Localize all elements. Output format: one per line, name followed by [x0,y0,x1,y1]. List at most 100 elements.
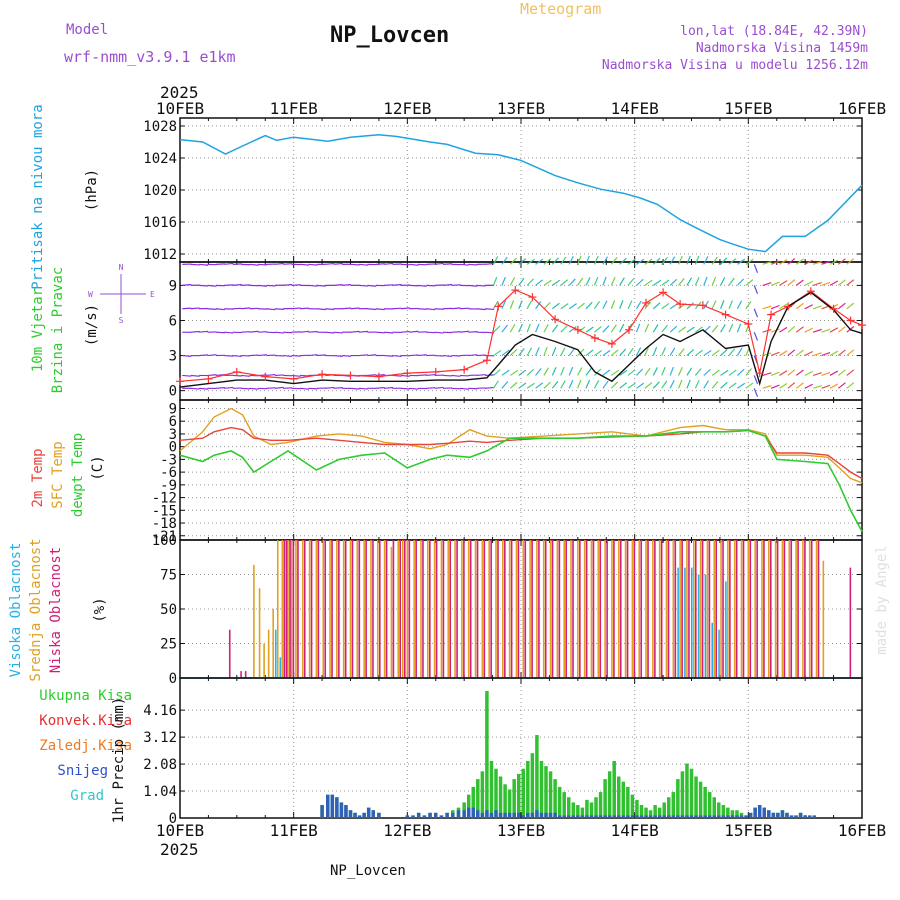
wind-arrow [619,382,628,389]
precip-snow-bar [685,815,689,818]
precip-frz-label: Zaledj.Kisa [39,738,132,754]
wind-arrow [846,369,855,376]
y-tick-label: -3 [160,452,177,468]
precip-total-bar [530,753,535,818]
wind-gust-marker [482,356,491,365]
wind-arrow [636,278,644,286]
wind-gust-marker [858,321,866,330]
wind-arrow [610,349,619,357]
wind-arrow [762,328,772,333]
wind-arrow [753,331,759,341]
wind-arrow [190,307,200,310]
wind-arrow [283,263,293,265]
time-tick-bottom: 10FEB [156,821,204,840]
wind-arrow [787,325,796,333]
wind-arrow [257,263,267,266]
wind-arrow [358,284,368,287]
wind-arrow [568,326,577,333]
wind-arrow [736,347,743,356]
precip-total-bar [485,690,489,818]
wind-arrow [779,259,788,265]
wind-arrow [627,258,636,265]
wind-arrow [821,281,831,286]
wind-arrow [787,258,796,265]
wind-arrow [459,307,469,310]
wind-arrow [308,330,318,333]
wind-arrow [669,347,676,356]
wind-arrow [686,277,693,286]
wind-arrow [652,257,661,265]
wind-arrow [779,383,788,389]
wind-gust-marker [573,325,582,334]
precip-snow-bar [735,815,739,818]
precip-total-bar [544,766,548,818]
wind-arrow [543,279,552,286]
wind-arrow [518,382,527,389]
wind-arrow [661,366,666,376]
precip-total-bar [594,797,598,818]
wind-arrow [711,369,720,376]
y-tick-label: 6 [169,414,177,430]
wind-arrow [846,258,855,265]
wind-arrow [459,387,469,390]
precip-total-bar [730,810,735,818]
wind-arrow [283,354,293,358]
wind-arrow [821,260,831,265]
wind-arrow [635,347,642,356]
precip-total-bar [589,802,594,818]
lonlat-text: lon,lat (18.84E, 42.39N) [680,24,868,39]
wind-arrow [703,368,711,376]
wind-arrow [610,300,616,310]
model-name: wrf-nmm_v3.9.1 e1km [64,48,236,66]
wind-arrow [400,307,410,310]
precip-total-bar [662,802,666,818]
wind-arrow [552,279,561,286]
wind-arrow [333,387,343,389]
dewpt-label: dewpt Temp [70,433,86,517]
wind-arrow [325,386,335,389]
wind-arrow [812,282,822,286]
wind-arrow [215,331,225,334]
precip-snow-bar [771,812,776,818]
wind-gust-marker [204,374,213,383]
wind-arrow [720,277,726,286]
precip-total-bar [694,776,698,818]
y-tick-label: -18 [152,516,177,532]
wind-arrow [358,263,368,266]
time-tick-bottom: 14FEB [611,821,659,840]
precip-snow-bar [648,815,653,818]
wind-arrow [299,387,310,390]
cloud-panel: 0 25 50 75 100 [152,533,863,687]
wind-arrow [720,300,725,309]
precip-total-bar [489,760,494,818]
wind-arrow [283,283,293,286]
precip-snow-bar [744,815,748,818]
wind-arrow [652,302,661,310]
wind-arrow [434,262,444,265]
wind-arrow [224,354,234,357]
wind-arrow [610,257,618,265]
wind-arrow [325,331,335,334]
wind-arrow [736,323,742,333]
precip-snow-bar [377,812,381,818]
compass-s: S [119,316,124,325]
wind-arrow [543,323,549,333]
precip-snow-bar [621,815,626,818]
wind-arrow [468,263,478,266]
wind-arrow [274,262,284,265]
compass-w: W [88,290,93,299]
wind-arrow [526,323,531,333]
wind-arrow [661,257,668,265]
wind-arrow [492,300,499,310]
wind-arrow [299,330,310,333]
wind-arrow [585,301,593,310]
precip-snow-bar [456,810,461,818]
precip-snow-bar [485,810,489,818]
wind-arrow [821,371,831,377]
precip-snow-bar [526,812,530,818]
wind-gust-marker [494,302,503,311]
wind-arrow [787,369,796,376]
wind-arrow [602,325,610,333]
wind-arrow [846,302,855,310]
wind-arrow [291,284,301,286]
